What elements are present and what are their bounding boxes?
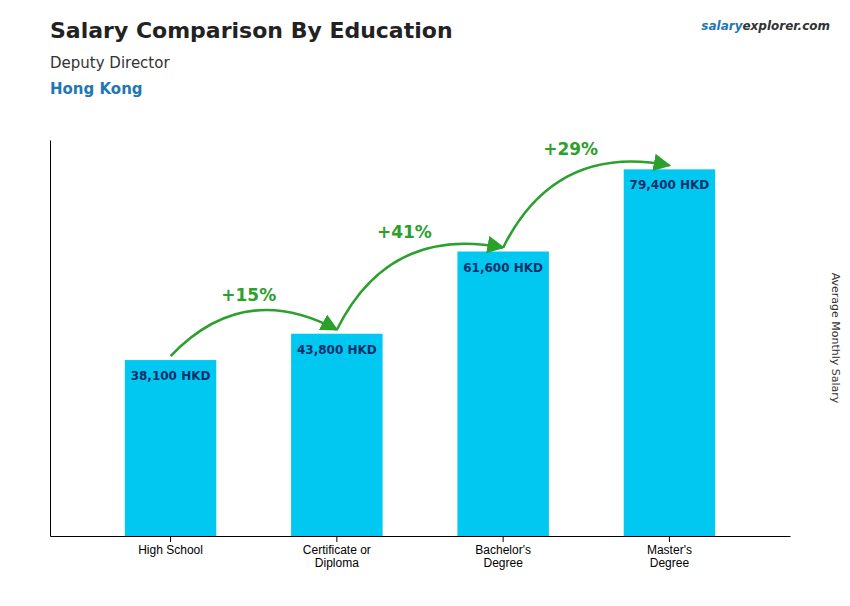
change-arrow [171,310,337,356]
website-part: explorer.com [742,19,830,33]
y-axis-line [50,141,51,537]
location: Hong Kong [50,80,143,98]
x-tick: Bachelor'sDegree [475,536,531,570]
bar [624,169,715,536]
bar [125,360,216,536]
x-tick-mark [669,536,670,542]
data-label: 43,800 HKD [297,343,377,357]
x-tick-label-line: Master's [647,543,692,557]
bar [457,252,548,536]
subtitle: Deputy Director [50,54,170,72]
x-tick-label: High School [138,543,203,557]
data-label: 38,100 HKD [131,369,211,383]
x-tick-label-line: High School [138,543,203,557]
chart: Salary Comparison By Education Deputy Dir… [0,0,850,606]
x-tick-label-line: Certificate or [303,543,371,557]
x-tick-label: Master'sDegree [647,543,692,571]
data-labels: 38,100 HKD 43,800 HKD 61,600 HKD 79,400 HKD [131,178,710,383]
x-tick-label: Bachelor'sDegree [475,543,531,571]
x-axis: High School Certificate orDiploma Bachelor… [51,536,791,570]
data-label: 79,400 HKD [630,178,710,192]
data-label: 61,600 HKD [463,261,543,275]
x-tick-label-line: Bachelor's [475,543,531,557]
x-tick-mark [503,536,504,542]
change-arrows: +15% +41% +29% [171,139,670,356]
change-arrow [503,161,669,247]
title: Salary Comparison By Education [50,18,453,43]
website: salaryexplorer.com [701,19,830,33]
y-axis [50,141,51,537]
change-arrow [337,244,503,330]
x-tick-label-line: Degree [483,556,523,570]
x-axis-line [51,536,791,537]
x-tick-label-line: Diploma [315,556,359,570]
x-tick: Certificate orDiploma [303,536,371,570]
change-label: +29% [543,139,598,159]
x-tick: Master'sDegree [647,536,692,570]
change-label: +15% [221,285,276,305]
bars [125,169,715,536]
x-tick-label: Certificate orDiploma [303,543,371,571]
change-label: +41% [377,222,432,242]
x-tick: High School [138,536,203,557]
y-axis-title: Average Monthly Salary [829,273,842,404]
x-tick-mark [170,536,171,542]
x-tick-mark [336,536,337,542]
x-tick-label-line: Degree [650,556,690,570]
website-part: salary [701,19,743,33]
bar [291,334,382,536]
